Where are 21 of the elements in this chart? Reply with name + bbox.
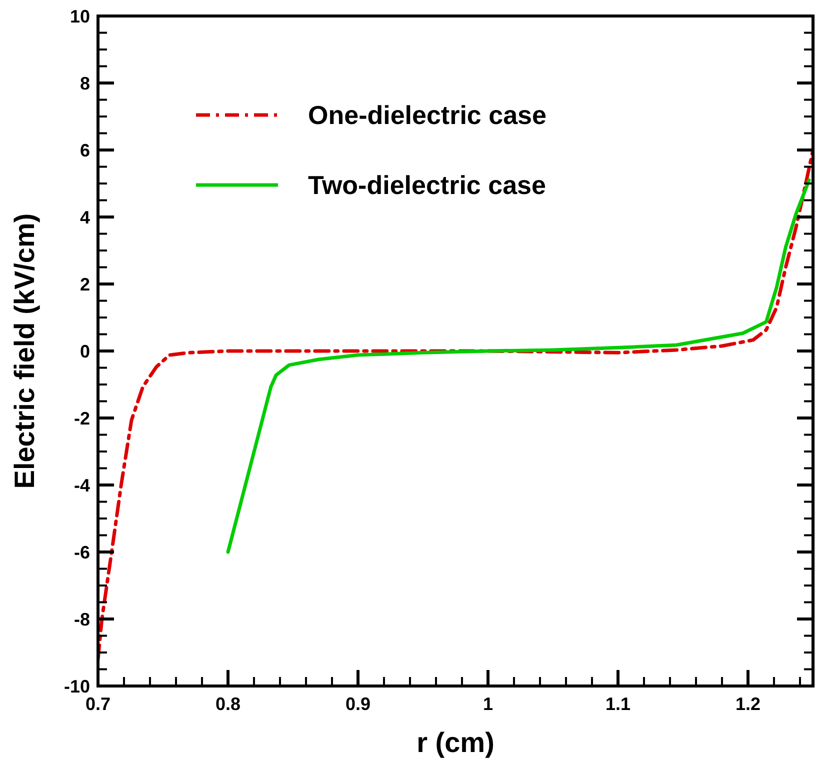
y-axis-title: Electric field (kV/cm) — [9, 213, 40, 489]
x-tick-label: 0.7 — [85, 694, 111, 714]
y-tick-label: 4 — [80, 207, 90, 228]
y-tick-label: -6 — [74, 542, 90, 562]
x-tick-label: 0.8 — [215, 694, 241, 714]
legend-label: Two-dielectric case — [308, 170, 546, 200]
legend-label: One-dielectric case — [308, 100, 546, 130]
x-tick-label: 1 — [482, 694, 494, 714]
y-tick-label: -10 — [64, 676, 90, 696]
y-tick-label: -8 — [74, 609, 90, 630]
x-tick-label: 0.9 — [345, 694, 371, 714]
y-tick-label: 0 — [80, 341, 90, 362]
y-tick-label: -2 — [74, 408, 90, 428]
x-axis-title: r (cm) — [416, 727, 494, 758]
x-tick-label: 1.1 — [605, 694, 631, 714]
y-tick-label: -4 — [74, 475, 90, 496]
y-tick-label: 8 — [80, 73, 90, 94]
x-tick-label: 1.2 — [735, 694, 761, 714]
y-tick-label: 10 — [70, 6, 90, 26]
y-tick-label: 2 — [80, 274, 90, 294]
y-tick-label: 6 — [80, 140, 90, 160]
